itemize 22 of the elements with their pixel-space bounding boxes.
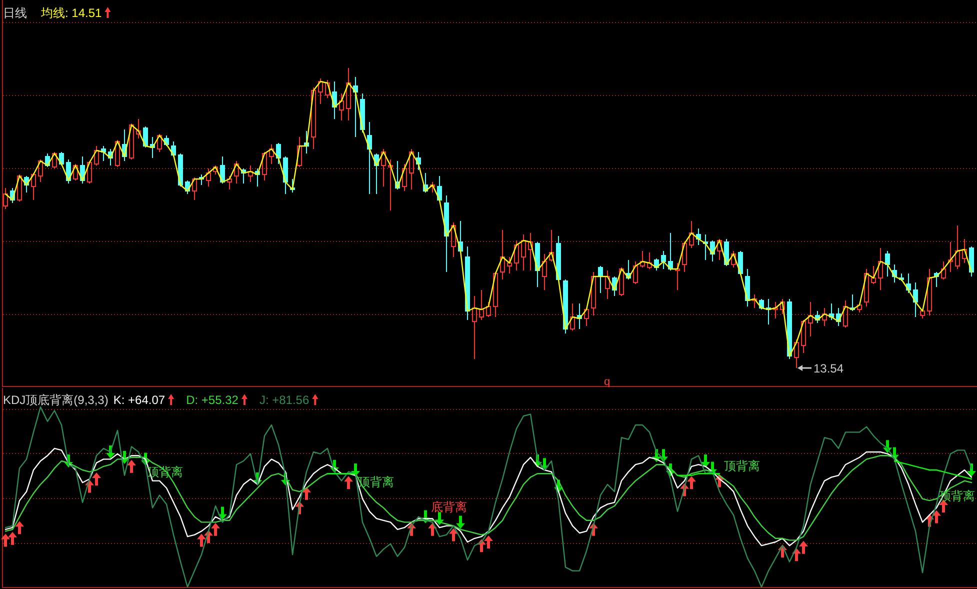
- candlestick: [472, 296, 477, 360]
- candlestick: [808, 302, 813, 337]
- candlestick: [346, 68, 351, 121]
- annotation: 底背离: [431, 500, 467, 514]
- chart-title: KDJ顶底背离(9,3,3): [3, 393, 108, 407]
- candlestick: [948, 242, 953, 272]
- candlestick: [528, 232, 533, 271]
- annotation: 13.54: [814, 362, 844, 376]
- series-label: J: +81.56: [259, 393, 310, 407]
- text: K: +64.07: [113, 393, 166, 407]
- annotation: 顶背离: [724, 459, 760, 473]
- text: D: +55.32: [186, 393, 239, 407]
- candlestick: [913, 282, 918, 318]
- candlestick: [248, 165, 253, 182]
- text: q: [604, 376, 610, 388]
- candlestick: [605, 270, 610, 300]
- candlestick: [878, 248, 883, 290]
- text: 均线: 14.51: [40, 6, 102, 20]
- candlestick: [822, 308, 827, 326]
- chart-title: 日线: [3, 6, 27, 20]
- candlestick: [500, 230, 505, 280]
- candlestick: [521, 234, 526, 271]
